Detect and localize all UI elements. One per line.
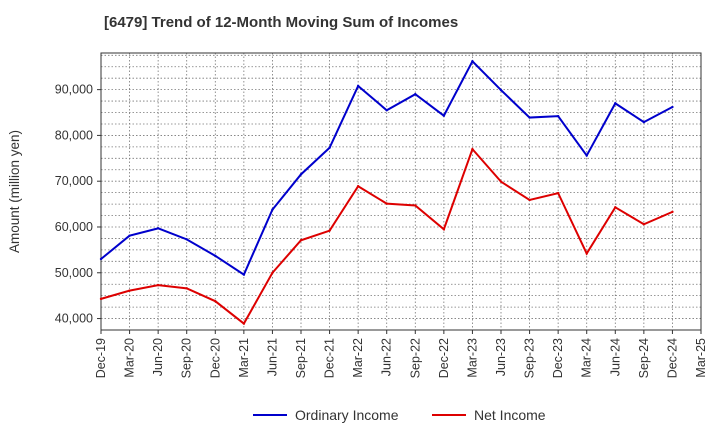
plot-frame	[100, 52, 702, 331]
data-point	[671, 210, 674, 214]
data-point	[214, 299, 217, 303]
y-tick-label: 50,000	[55, 266, 93, 280]
data-point	[528, 198, 531, 202]
data-point	[556, 114, 560, 118]
data-point	[214, 254, 217, 258]
data-point	[156, 283, 160, 287]
data-point	[614, 206, 617, 209]
data-point	[242, 322, 246, 325]
data-point	[642, 223, 646, 226]
x-tick-label: Sep-20	[180, 338, 194, 378]
legend-label: Net Income	[474, 407, 546, 423]
data-point	[414, 204, 417, 207]
data-point	[328, 146, 331, 149]
data-point	[328, 229, 331, 232]
x-tick-label: Mar-22	[351, 338, 365, 378]
x-tick-label: Jun-24	[608, 338, 622, 376]
data-point	[185, 287, 188, 290]
data-point	[585, 252, 588, 255]
data-point	[128, 234, 131, 237]
y-tick-label: 80,000	[55, 128, 93, 142]
data-point	[671, 105, 674, 109]
x-tick-label: Dec-20	[208, 338, 222, 378]
data-point	[642, 120, 646, 124]
data-point	[414, 93, 417, 96]
legend-label: Ordinary Income	[295, 407, 399, 423]
x-tick-label: Sep-23	[523, 338, 537, 378]
x-tick-label: Jun-22	[380, 338, 394, 376]
data-point	[585, 154, 588, 157]
data-point	[614, 102, 617, 105]
x-tick-label: Jun-20	[151, 338, 165, 376]
x-tick-label: Jun-23	[494, 338, 508, 376]
data-point	[499, 180, 503, 183]
data-point	[356, 185, 360, 188]
data-point	[385, 109, 388, 112]
data-point	[128, 289, 131, 292]
x-tick-label: Mar-25	[694, 338, 708, 378]
data-point	[242, 273, 246, 276]
data-point	[471, 147, 474, 151]
x-tick-label: Sep-21	[294, 338, 308, 378]
y-tick-label: 90,000	[55, 83, 93, 97]
data-point	[156, 227, 160, 230]
x-tick-label: Dec-24	[665, 338, 679, 378]
x-tick-label: Mar-23	[465, 338, 479, 378]
y-axis-label: Amount (million yen)	[7, 130, 22, 253]
data-point	[271, 271, 274, 274]
data-point	[442, 114, 446, 117]
data-point	[356, 84, 360, 88]
x-tick-label: Mar-24	[580, 338, 594, 378]
y-tick-label: 70,000	[55, 174, 93, 188]
data-point	[556, 191, 560, 195]
data-point	[299, 173, 303, 176]
data-point	[185, 238, 188, 241]
x-tick-label: Mar-21	[237, 338, 251, 378]
x-tick-label: Dec-19	[94, 338, 108, 378]
x-tick-label: Mar-20	[123, 338, 137, 378]
chart-title: [6479] Trend of 12-Month Moving Sum of I…	[104, 14, 459, 31]
data-point	[499, 88, 503, 92]
data-point	[299, 239, 303, 242]
y-tick-label: 60,000	[55, 220, 93, 234]
data-point	[471, 60, 474, 63]
x-tick-label: Dec-22	[437, 338, 451, 378]
data-point	[271, 208, 274, 211]
data-point	[442, 228, 446, 231]
x-tick-label: Dec-23	[551, 338, 565, 378]
data-point	[385, 202, 388, 205]
data-point	[528, 116, 531, 119]
x-tick-label: Jun-21	[265, 338, 279, 376]
x-tick-label: Dec-21	[323, 338, 337, 378]
plot-area	[101, 53, 701, 330]
data-point	[99, 257, 103, 261]
x-tick-label: Sep-22	[408, 338, 422, 378]
data-point	[99, 297, 103, 301]
x-tick-label: Sep-24	[637, 338, 651, 378]
y-tick-label: 40,000	[55, 312, 93, 326]
